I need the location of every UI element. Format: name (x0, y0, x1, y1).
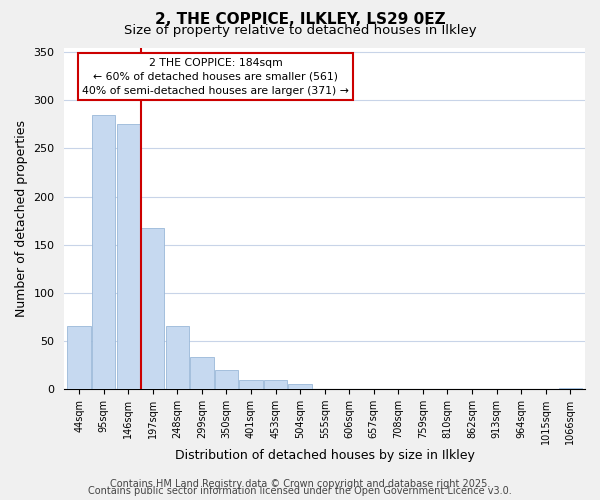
Bar (190, 357, 214, 389)
Bar (215, 370, 238, 389)
Bar (92, 115, 115, 389)
Bar (264, 380, 287, 389)
Text: Size of property relative to detached houses in Ilkley: Size of property relative to detached ho… (124, 24, 476, 37)
Bar (141, 228, 164, 389)
Text: Contains HM Land Registry data © Crown copyright and database right 2025.: Contains HM Land Registry data © Crown c… (110, 479, 490, 489)
Bar (239, 380, 263, 389)
Text: 2 THE COPPICE: 184sqm
← 60% of detached houses are smaller (561)
40% of semi-det: 2 THE COPPICE: 184sqm ← 60% of detached … (82, 58, 349, 96)
Bar (67, 326, 91, 389)
Bar (289, 384, 312, 389)
Bar (116, 124, 140, 389)
Bar (166, 326, 189, 389)
Y-axis label: Number of detached properties: Number of detached properties (15, 120, 28, 316)
X-axis label: Distribution of detached houses by size in Ilkley: Distribution of detached houses by size … (175, 450, 475, 462)
Text: Contains public sector information licensed under the Open Government Licence v3: Contains public sector information licen… (88, 486, 512, 496)
Text: 2, THE COPPICE, ILKLEY, LS29 0EZ: 2, THE COPPICE, ILKLEY, LS29 0EZ (155, 12, 445, 28)
Bar (559, 388, 582, 389)
